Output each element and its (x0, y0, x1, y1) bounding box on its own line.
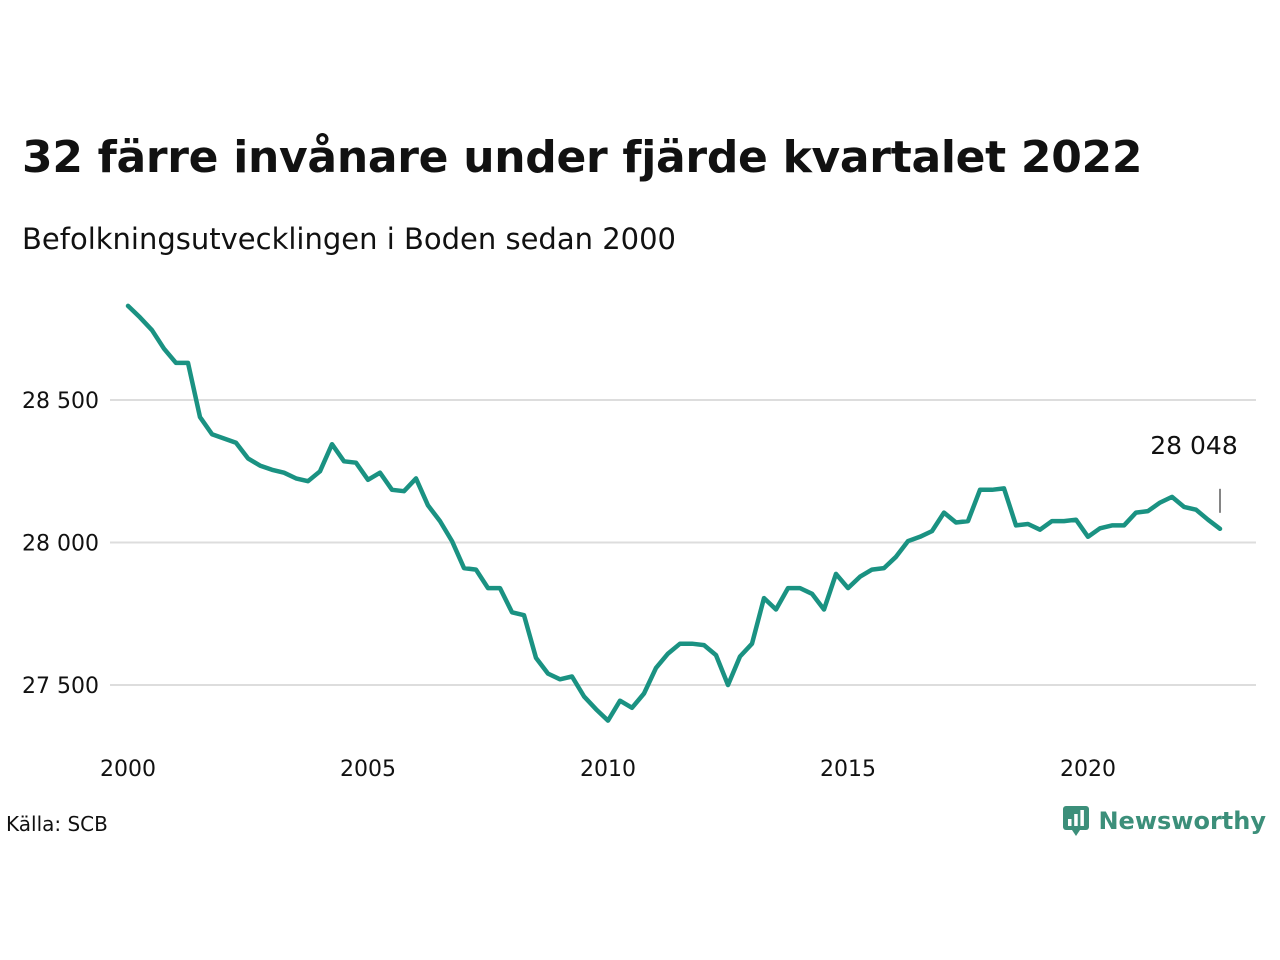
brand-logo: Newsworthy (1062, 805, 1266, 837)
series-line-population (125, 303, 1223, 723)
x-axis-tick-labels: 2000 2005 2010 2015 2020 (100, 757, 1116, 782)
gridlines (110, 399, 1256, 686)
annotation-last-value: 28 048 (1150, 431, 1237, 460)
y-axis-tick-labels: 27 500 28 000 28 500 (22, 389, 99, 699)
x-tick-label: 2000 (100, 757, 156, 782)
x-tick-label: 2005 (340, 757, 396, 782)
y-tick-label: 28 000 (22, 532, 99, 557)
brand-name: Newsworthy (1098, 807, 1266, 835)
y-tick-label: 28 500 (22, 389, 99, 414)
x-tick-label: 2015 (820, 757, 876, 782)
page-title: 32 färre invånare under fjärde kvartalet… (22, 132, 1143, 183)
y-tick-label: 27 500 (22, 674, 99, 699)
x-tick-label: 2010 (580, 757, 636, 782)
newsworthy-logo-icon (1063, 806, 1090, 836)
source-note: Källa: SCB (6, 812, 108, 836)
x-tick-label: 2020 (1060, 757, 1116, 782)
page-subtitle: Befolkningsutvecklingen i Boden sedan 20… (22, 222, 677, 256)
